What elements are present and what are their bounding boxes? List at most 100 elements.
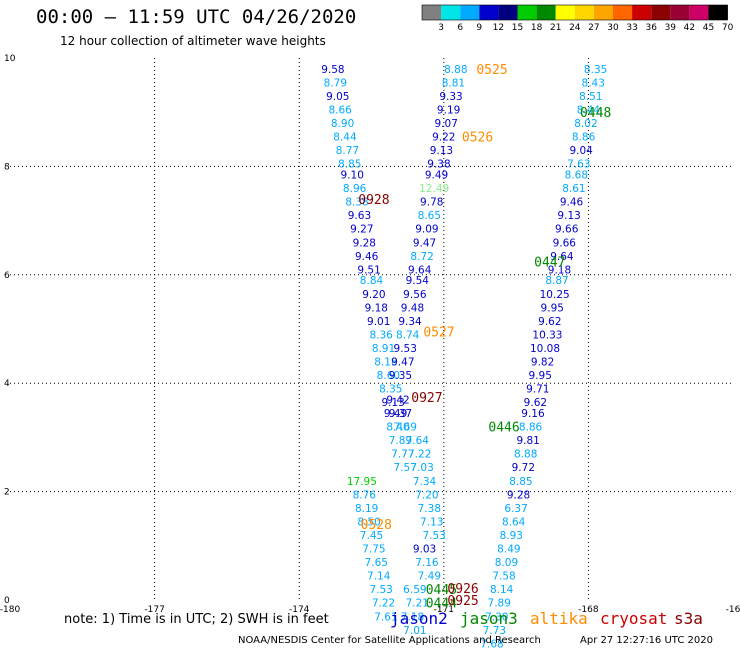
colorbar-label: 42	[684, 23, 695, 33]
satellite-legend-cryosat: cryosat	[600, 609, 668, 628]
wave-height-point: 8.60	[377, 370, 400, 382]
wave-height-point: 7.20	[415, 489, 438, 501]
wave-height-point: 7.63	[567, 159, 590, 171]
wave-height-point: 8.85	[509, 476, 532, 488]
wave-height-point: 9.81	[516, 435, 539, 447]
colorbar-label: 45	[703, 23, 714, 33]
chart-grid	[10, 58, 733, 600]
x-tick-label: -174	[289, 605, 310, 615]
wave-height-point: 9.42	[386, 394, 409, 406]
wave-height-point: 8.81	[442, 77, 465, 89]
colorbar-label: 12	[493, 23, 504, 33]
colorbar-swatch	[422, 5, 442, 20]
wave-height-point: 8.09	[495, 557, 518, 569]
wave-height-point: 8.61	[562, 183, 585, 195]
wave-height-point: 9.82	[531, 357, 554, 369]
wave-height-point: 7.53	[422, 530, 445, 542]
pass-time-label: 0928	[358, 193, 389, 208]
wave-height-point: 9.19	[437, 104, 460, 116]
wave-height-point: 9.33	[439, 91, 462, 103]
colorbar-label: 24	[569, 23, 581, 33]
wave-height-point: 8.18	[374, 357, 397, 369]
pass-time-label: 0526	[462, 131, 493, 146]
wave-height-point: 10.08	[530, 343, 560, 355]
wave-height-point: 8.74	[396, 329, 420, 341]
wave-height-point: 9.03	[413, 544, 436, 556]
colorbar-label: 33	[626, 23, 637, 33]
wave-height-point: 7.69	[394, 422, 417, 434]
wave-height-point: 7.30	[485, 611, 508, 623]
wave-height-point: 9.18	[365, 302, 388, 314]
wave-height-point: 7.14	[367, 571, 391, 583]
colorbar-swatch	[708, 5, 728, 20]
wave-height-point: 8.38	[345, 197, 368, 209]
wave-height-point: 7.13	[420, 516, 443, 528]
wave-height-point: 9.95	[529, 370, 552, 382]
colorbar-swatch	[498, 5, 518, 20]
wave-height-point: 10.33	[532, 329, 562, 341]
x-tick-label: -171	[434, 605, 454, 615]
wave-height-point: 7.45	[360, 530, 383, 542]
page-title: 00:00 – 11:59 UTC 04/26/2020	[36, 6, 357, 28]
wave-height-point: 8.02	[574, 118, 597, 130]
colorbar-swatch	[517, 5, 537, 20]
satellite-legend-s3a: s3a	[674, 609, 703, 628]
generated-timestamp: Apr 27 12:27:16 UTC 2020	[580, 635, 713, 646]
pass-time-label: 0447	[534, 255, 565, 270]
pass-time-label: 0444	[426, 597, 457, 612]
wave-height-point: 8.88	[514, 449, 537, 461]
colorbar-swatch	[441, 5, 461, 20]
page-subtitle: 12 hour collection of altimeter wave hei…	[60, 34, 326, 48]
wave-height-point: 7.21	[406, 598, 429, 610]
wave-height-point: 8.85	[338, 159, 361, 171]
y-tick-label: 6	[4, 271, 10, 281]
wave-height-point: 9.58	[321, 64, 344, 76]
x-tick-label: -16	[726, 605, 740, 615]
colorbar-label: 39	[665, 23, 677, 33]
pass-time-label: 0445	[426, 583, 457, 598]
wave-height-point: 8.72	[410, 251, 433, 263]
wave-height-point: 8.91	[372, 343, 395, 355]
wave-height-point: 9.63	[348, 210, 371, 222]
wave-height-point: 12.49	[419, 183, 449, 195]
wave-height-point: 9.56	[403, 289, 427, 301]
wave-height-point: 9.16	[521, 408, 545, 420]
wave-height-point: 8.51	[579, 91, 602, 103]
colorbar-swatch	[536, 5, 556, 20]
wave-height-point: 9.22	[432, 132, 455, 144]
wave-height-point: 9.49	[384, 408, 407, 420]
axis-ticks: -180 -177 -174 -171 -168 -16 0 2 4 6 8 10	[0, 54, 740, 615]
wave-height-point: 8.66	[328, 104, 352, 116]
wave-height-point: 9.37	[389, 408, 412, 420]
wave-height-point: 7.64	[406, 435, 430, 447]
wave-height-point: 7.89	[389, 435, 412, 447]
wave-height-point: 9.38	[427, 159, 450, 171]
wave-height-point: 9.71	[526, 384, 549, 396]
colorbar-swatch	[651, 5, 671, 20]
y-tick-label: 0	[4, 596, 10, 606]
x-tick-label: -180	[0, 605, 20, 615]
wave-height-point: 9.01	[367, 316, 390, 328]
wave-height-point: 9.05	[326, 91, 349, 103]
x-tick-label: -177	[144, 605, 164, 615]
wave-height-point: 9.49	[425, 170, 448, 182]
wave-height-values: 9.588.799.058.668.908.448.778.859.108.96…	[321, 64, 607, 650]
wave-height-point: 9.34	[398, 316, 422, 328]
wave-height-point: 7.57	[394, 462, 417, 474]
wave-height-point: 8.36	[369, 329, 393, 341]
pass-time-label: 0927	[411, 391, 442, 406]
colorbar-swatch	[555, 5, 575, 20]
x-tick-label: -168	[578, 605, 599, 615]
wave-height-point: 9.10	[341, 170, 364, 182]
wave-height-point: 9.04	[569, 145, 593, 157]
wave-height-point: 7.73	[483, 625, 506, 637]
wave-height-point: 9.66	[553, 237, 577, 249]
pass-time-label: 0926	[447, 582, 478, 597]
pass-time-label: 0448	[580, 106, 611, 121]
wave-height-point: 7.53	[369, 584, 392, 596]
wave-height-point: 6.59	[403, 584, 426, 596]
colorbar-swatch	[574, 5, 594, 20]
wave-height-point: 8.44	[333, 132, 357, 144]
wave-height-point: 7.01	[403, 625, 426, 637]
